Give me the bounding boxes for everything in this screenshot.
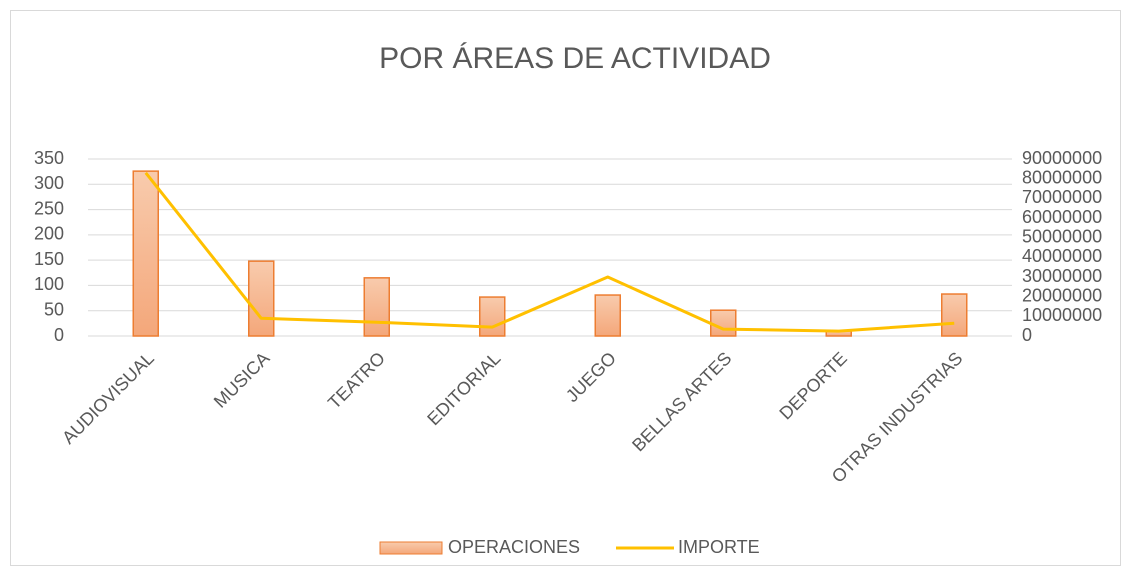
y2-tick-label: 50000000 <box>1022 226 1102 246</box>
bar <box>941 293 968 337</box>
y-tick-label: 150 <box>34 249 64 269</box>
y2-tick-label: 10000000 <box>1022 305 1102 325</box>
y2-tick-label: 80000000 <box>1022 167 1102 187</box>
y-tick-label: 50 <box>44 299 64 319</box>
bar <box>248 260 275 337</box>
y2-tick-label: 40000000 <box>1022 246 1102 266</box>
chart-border <box>10 10 1121 566</box>
y-tick-label: 100 <box>34 274 64 294</box>
y-tick-label: 0 <box>54 325 64 345</box>
chart-title: POR ÁREAS DE ACTIVIDAD <box>379 42 771 75</box>
legend-swatch <box>379 541 443 555</box>
y-tick-label: 300 <box>34 173 64 193</box>
y-tick-label: 350 <box>34 148 64 168</box>
bar <box>479 296 506 337</box>
y2-tick-label: 60000000 <box>1022 207 1102 227</box>
legend-label: IMPORTE <box>678 537 760 557</box>
y2-tick-label: 90000000 <box>1022 148 1102 168</box>
y2-tick-label: 0 <box>1022 325 1032 345</box>
y-tick-label: 200 <box>34 224 64 244</box>
y2-tick-label: 70000000 <box>1022 187 1102 207</box>
y2-tick-label: 20000000 <box>1022 285 1102 305</box>
bar <box>710 309 737 337</box>
bar <box>594 294 621 337</box>
y-tick-label: 250 <box>34 198 64 218</box>
legend-label: OPERACIONES <box>448 537 580 557</box>
bar <box>132 170 159 337</box>
bar <box>363 277 390 337</box>
line <box>144 171 955 333</box>
y2-tick-label: 30000000 <box>1022 266 1102 286</box>
